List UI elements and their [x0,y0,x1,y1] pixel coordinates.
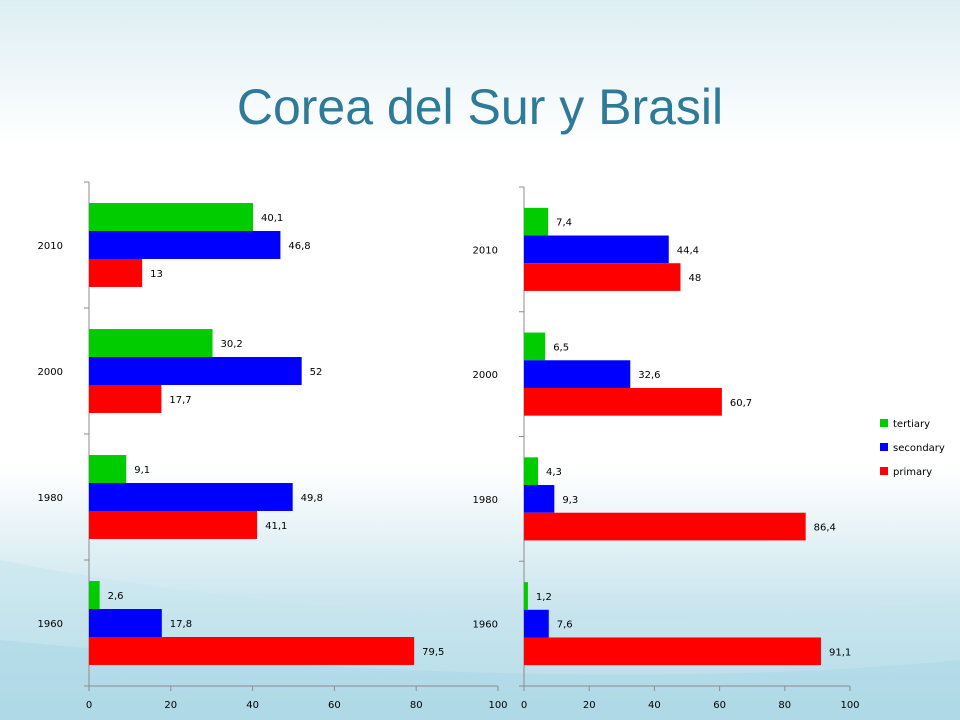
y-tick-label: 2010 [473,245,498,256]
data-label: 6,5 [553,342,569,353]
x-tick-label: 20 [583,700,596,711]
data-label: 7,4 [556,218,572,229]
bar-tertiary-1960 [524,582,528,610]
data-label: 32,6 [638,370,660,381]
bar-secondary-1980 [524,485,555,513]
data-label: 17,8 [170,619,192,630]
bar-tertiary-1980 [524,457,539,486]
data-label: 1,2 [536,592,552,603]
data-label: 91,1 [829,647,851,658]
x-tick-label: 60 [713,700,726,711]
legend-swatch-secondary [880,443,888,451]
data-label: 7,6 [557,620,573,631]
y-tick-label: 2010 [38,241,63,252]
data-label: 40,1 [261,213,283,224]
legend-label-primary: primary [893,467,932,478]
legend-label-tertiary: tertiary [893,419,930,430]
bar-secondary-2000 [524,360,631,388]
legend-label-secondary: secondary [893,443,945,454]
legend-swatch-primary [880,467,888,475]
bar-tertiary-2000 [89,329,213,358]
bar-primary-2000 [89,384,162,413]
y-tick-label: 1960 [38,619,63,630]
bar-secondary-2010 [89,231,281,259]
bar-tertiary-2010 [524,207,549,236]
data-label: 86,4 [814,523,836,534]
chart-south-korea: 0 20 40 60 80 100 1960 2,6 17,8 79,5 1980 9,1 49,8 41… [38,181,508,711]
bar-primary-1980 [524,512,806,541]
x-tick-label: 100 [840,700,859,711]
x-tick-label: 80 [410,700,423,711]
data-label: 46,8 [288,241,310,252]
bar-tertiary-2000 [524,332,546,361]
chart-brazil: 0 20 40 60 80 100 1960 1,2 7,6 91,1 1980 4,3 9,3 86,4… [473,186,860,711]
legend-swatch-tertiary [880,419,888,427]
y-tick-label: 1960 [473,620,498,631]
bar-primary-2010 [524,263,681,291]
x-tick-label: 40 [648,700,661,711]
x-tick-label: 0 [521,700,527,711]
bar-secondary-2000 [89,357,302,385]
x-tick-label: 60 [328,700,341,711]
data-label: 49,8 [301,493,323,504]
bar-tertiary-1980 [89,455,127,484]
data-label: 13 [150,269,163,280]
data-label: 9,1 [134,465,150,476]
y-tick-label: 2000 [38,367,63,378]
bar-primary-2000 [524,387,722,416]
data-label: 2,6 [108,591,124,602]
data-label: 9,3 [562,495,578,506]
bar-primary-1960 [524,637,821,666]
data-label: 17,7 [169,395,191,406]
data-label: 30,2 [221,339,243,350]
slide-title: Corea del Sur y Brasil [236,79,724,135]
bar-primary-1980 [89,510,258,539]
x-tick-label: 0 [86,700,92,711]
bar-secondary-2010 [524,235,669,264]
x-tick-label: 100 [488,700,507,711]
x-tick-label: 80 [778,700,791,711]
bar-secondary-1960 [524,609,549,638]
data-label: 4,3 [546,467,562,478]
x-tick-label: 40 [246,700,259,711]
bar-secondary-1980 [89,483,293,511]
y-tick-label: 1980 [38,493,63,504]
x-tick-label: 20 [164,700,177,711]
bar-tertiary-2010 [89,203,254,232]
data-label: 41,1 [265,521,287,532]
data-label: 60,7 [730,398,752,409]
data-label: 79,5 [422,647,444,658]
legend: tertiary secondary primary [880,419,945,478]
bar-primary-2010 [89,258,143,287]
y-tick-label: 2000 [473,370,498,381]
data-label: 52 [310,367,323,378]
data-label: 44,4 [677,245,699,256]
data-label: 48 [688,273,701,284]
bar-primary-1960 [89,636,415,665]
y-tick-label: 1980 [473,495,498,506]
bar-tertiary-1960 [89,581,100,610]
bar-secondary-1960 [89,609,162,637]
